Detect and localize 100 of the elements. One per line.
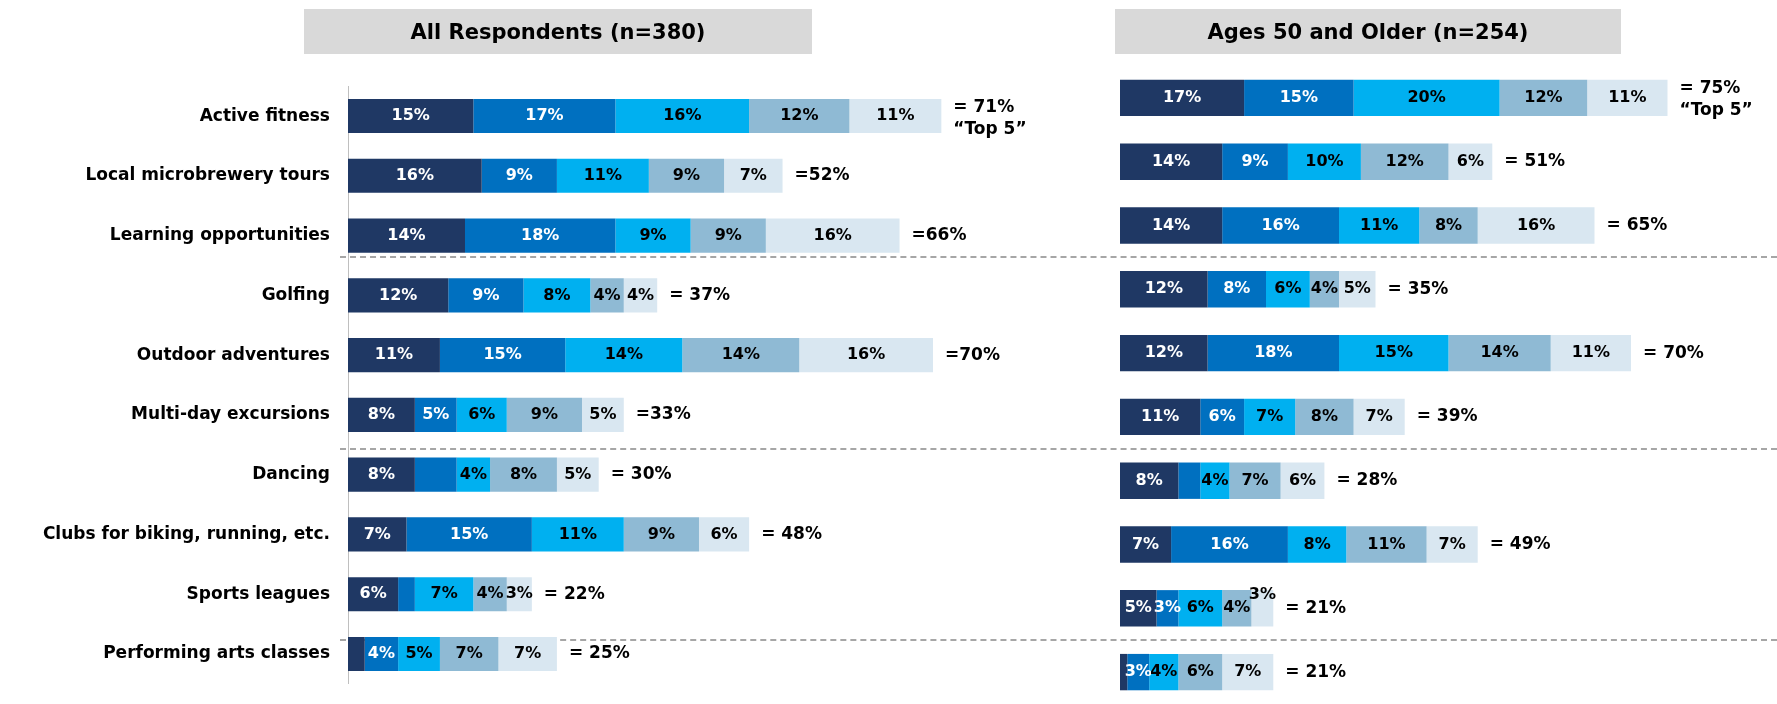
data-label: 9% — [639, 224, 667, 244]
bar — [1587, 79, 1668, 117]
total-label: = 49% — [1489, 532, 1551, 553]
total-label: =33% — [635, 403, 691, 424]
bar — [1120, 271, 1208, 308]
total-label: = 22% — [543, 582, 605, 603]
total-label: = 65% — [1606, 213, 1668, 234]
bar — [1499, 79, 1588, 117]
bar — [556, 158, 649, 193]
data-label: 9% — [647, 523, 675, 543]
data-label: 6% — [1186, 661, 1214, 681]
bar — [506, 397, 582, 432]
data-label: 17% — [525, 105, 564, 125]
data-label: 11% — [583, 165, 623, 184]
total-label: = 71% — [953, 95, 1015, 116]
y-tick-label: Outdoor adventures — [136, 343, 330, 364]
data-label: 4% — [459, 463, 487, 483]
bar — [1207, 334, 1339, 372]
data-label: 4% — [593, 284, 621, 304]
total-label: =66% — [911, 224, 967, 245]
bar — [348, 99, 474, 134]
bar — [1295, 398, 1354, 436]
data-label: 5% — [422, 404, 450, 424]
y-tick-label: Local microbrewery tours — [85, 164, 330, 185]
data-label: 14% — [387, 224, 426, 244]
data-label: 7% — [1256, 406, 1284, 426]
total-label: = 51% — [1504, 150, 1566, 171]
bar — [690, 218, 766, 253]
data-label: 8% — [367, 404, 396, 424]
bar — [1244, 79, 1354, 117]
bar — [724, 158, 783, 193]
y-tick-label: Sports leagues — [186, 582, 330, 603]
bar — [348, 158, 482, 193]
total-label: =52% — [794, 164, 850, 185]
bar — [682, 338, 800, 373]
data-label: 8% — [367, 463, 396, 483]
data-label: 7% — [1241, 469, 1269, 489]
bar — [799, 338, 933, 373]
data-label: 6% — [1288, 469, 1317, 489]
bar — [398, 577, 415, 612]
data-label: 8% — [1303, 533, 1331, 553]
bar — [849, 99, 942, 134]
bar — [1120, 79, 1245, 117]
data-label: 6% — [1274, 278, 1302, 298]
data-label: 8% — [509, 463, 538, 483]
bar — [498, 636, 557, 671]
data-label: 20% — [1407, 87, 1446, 107]
bar — [1171, 526, 1288, 563]
data-label: 3% — [1153, 597, 1182, 617]
data-label: 17% — [1162, 87, 1202, 107]
bar — [1419, 207, 1478, 244]
data-label: 16% — [1210, 533, 1249, 553]
bar — [1120, 526, 1172, 563]
bar — [623, 517, 699, 552]
data-label: 8% — [1310, 406, 1338, 426]
bar — [348, 278, 449, 313]
y-tick-label: Performing arts classes — [103, 642, 330, 663]
data-label: 18% — [521, 224, 560, 244]
bar — [523, 278, 591, 313]
data-label: 5% — [589, 404, 617, 424]
data-label: 9% — [714, 224, 742, 244]
bar — [406, 517, 532, 552]
bar — [1178, 462, 1201, 499]
data-label: 6% — [710, 523, 738, 543]
data-label: 16% — [813, 224, 852, 244]
bar — [765, 218, 900, 253]
data-label: 6% — [359, 583, 387, 603]
total-label: = 35% — [1387, 277, 1449, 298]
data-label: 11% — [1141, 406, 1180, 426]
data-label: 14% — [604, 344, 643, 364]
bar — [1360, 143, 1449, 180]
total-label: = 37% — [669, 283, 731, 304]
bar — [348, 397, 415, 432]
bar — [1339, 334, 1449, 372]
data-label: 9% — [505, 165, 533, 184]
bar — [1346, 526, 1427, 563]
total-label: = 39% — [1416, 405, 1478, 426]
data-label: 4% — [626, 284, 655, 304]
data-label: 8% — [1434, 214, 1463, 234]
bar — [749, 99, 850, 134]
bar — [481, 158, 557, 193]
annotation: “Top 5” — [953, 117, 1027, 138]
annotation: “Top 5” — [1679, 99, 1753, 120]
data-label: 5% — [1343, 278, 1371, 298]
bar — [473, 99, 616, 134]
data-label: 7% — [1365, 406, 1393, 426]
total-label: = 48% — [761, 522, 822, 543]
bar — [1120, 207, 1223, 244]
y-tick-label: Clubs for biking, running, etc. — [42, 522, 330, 543]
bar — [1448, 334, 1551, 372]
data-label: 9% — [530, 404, 558, 424]
bar — [531, 517, 624, 552]
data-label: 6% — [1186, 597, 1214, 617]
bar — [348, 338, 440, 373]
y-tick-label: Golfing — [261, 283, 330, 304]
data-label: 15% — [450, 523, 489, 543]
data-label: 12% — [1385, 150, 1424, 170]
y-tick-label: Multi-day excursions — [131, 403, 330, 424]
total-label: = 21% — [1285, 596, 1347, 617]
data-label: 12% — [1144, 342, 1183, 362]
